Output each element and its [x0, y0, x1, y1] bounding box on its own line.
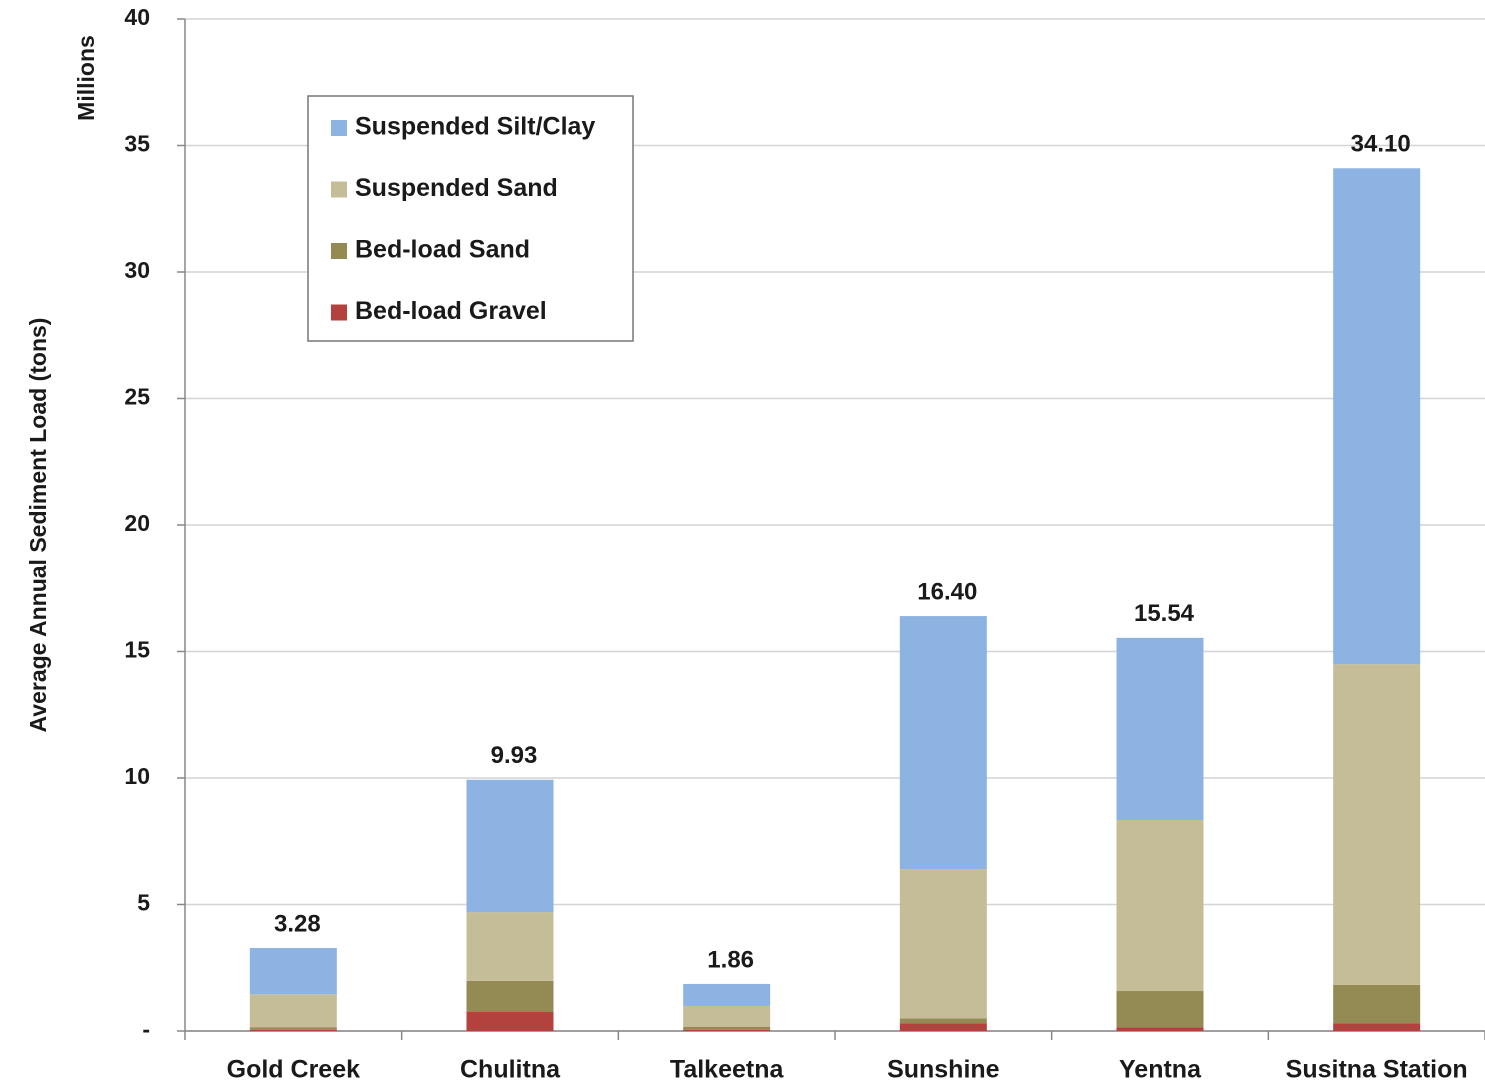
total-label: 15.54	[1134, 600, 1195, 627]
legend-swatch	[331, 243, 347, 259]
total-label: 3.28	[274, 910, 321, 937]
total-label: 1.86	[707, 946, 754, 973]
bar-segment	[899, 616, 987, 870]
bar-segment	[1116, 819, 1204, 992]
y-tick-label: 10	[124, 763, 150, 789]
y-tick-label: 5	[137, 890, 150, 916]
bar-segment	[1116, 991, 1204, 1028]
y-tick-label: 35	[124, 131, 150, 157]
bar-segment	[899, 1023, 987, 1031]
total-label: 16.40	[917, 578, 977, 605]
legend-label: Bed-load Sand	[355, 236, 530, 264]
x-tick-label: Yentna	[1119, 1056, 1202, 1084]
bar-segment	[1333, 664, 1421, 985]
legend-swatch	[331, 120, 347, 136]
x-tick-label: Chulitna	[460, 1056, 561, 1084]
bar-segment	[466, 779, 554, 913]
y-axis-label: Average Annual Sediment Load (tons)	[25, 318, 51, 733]
y-tick-label: -	[142, 1016, 150, 1042]
bar-segment	[683, 1005, 771, 1027]
y-tick-label: 40	[124, 4, 150, 30]
bar-segment	[249, 948, 337, 995]
legend-label: Suspended Silt/Clay	[355, 113, 595, 141]
y-unit-label: Millions	[73, 35, 99, 121]
x-tick-label: Susitna Station	[1286, 1056, 1468, 1084]
x-tick-label: Sunshine	[887, 1056, 1000, 1084]
legend-box	[307, 95, 634, 342]
legend-label: Bed-load Gravel	[355, 297, 547, 325]
x-tick-label: Talkeetna	[670, 1056, 785, 1084]
y-tick-label: 30	[124, 257, 150, 283]
bar-segment	[899, 1018, 987, 1024]
bar-segment	[466, 912, 554, 981]
bar-segment	[249, 1029, 337, 1031]
bar-segment	[1116, 637, 1204, 820]
x-tick-label: Gold Creek	[227, 1056, 360, 1084]
bar-segment	[1333, 1023, 1421, 1031]
bar-segment	[683, 983, 771, 1006]
legend-swatch	[331, 304, 347, 321]
bar-segment	[899, 869, 987, 1019]
y-tick-label: 20	[124, 510, 150, 536]
total-label: 9.93	[491, 742, 538, 769]
legend-label: Suspended Sand	[355, 174, 558, 202]
bar-segment	[249, 1027, 337, 1030]
bar-segment	[466, 1012, 554, 1031]
y-tick-label: 15	[124, 637, 150, 663]
bar-segment	[1116, 1027, 1204, 1031]
total-label: 34.10	[1351, 131, 1411, 158]
bar-segment	[1333, 168, 1421, 665]
bar-segment	[249, 994, 337, 1028]
y-tick-label: 25	[124, 384, 150, 410]
bar-segment	[683, 1029, 771, 1031]
bar-segment	[683, 1026, 771, 1030]
bar-segment	[466, 980, 554, 1013]
legend-swatch	[331, 181, 347, 198]
bar-segment	[1333, 984, 1421, 1024]
